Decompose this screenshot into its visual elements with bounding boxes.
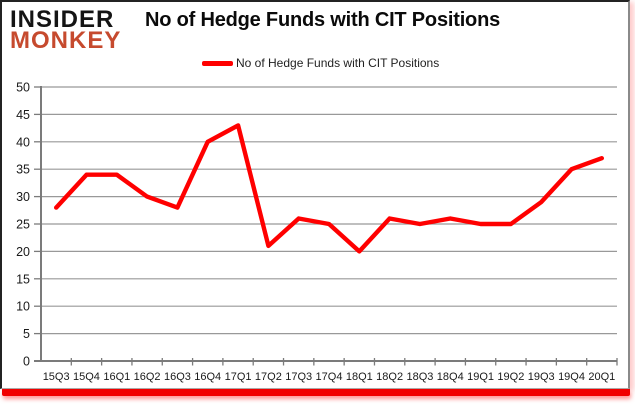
data-series-line <box>54 123 604 254</box>
svg-text:16Q2: 16Q2 <box>134 371 161 383</box>
svg-text:35: 35 <box>16 163 30 177</box>
svg-text:18Q1: 18Q1 <box>346 371 373 383</box>
gridlines <box>41 86 617 335</box>
svg-text:15Q3: 15Q3 <box>43 371 70 383</box>
y-axis-labels: 0 5 10 15 20 25 30 35 40 45 50 <box>16 81 30 369</box>
svg-text:20Q1: 20Q1 <box>588 371 615 383</box>
svg-text:18Q4: 18Q4 <box>437 371 464 383</box>
axis-ticks <box>34 86 618 366</box>
svg-text:15: 15 <box>16 272 30 286</box>
legend-line-swatch <box>202 60 233 66</box>
legend: No of Hedge Funds with CIT Positions <box>202 55 439 71</box>
svg-text:45: 45 <box>16 108 30 122</box>
insider-monkey-logo: INSIDER MONKEY <box>10 6 122 54</box>
chart-card <box>0 0 630 389</box>
svg-text:40: 40 <box>16 135 30 149</box>
svg-text:25: 25 <box>16 218 30 232</box>
svg-text:30: 30 <box>16 190 30 204</box>
svg-text:17Q1: 17Q1 <box>225 371 252 383</box>
svg-text:0: 0 <box>23 355 30 369</box>
svg-text:18Q3: 18Q3 <box>406 371 433 383</box>
svg-text:19Q4: 19Q4 <box>558 371 585 383</box>
svg-text:20: 20 <box>16 245 30 259</box>
bottom-red-bar <box>2 389 630 396</box>
svg-text:10: 10 <box>16 300 30 314</box>
svg-text:5: 5 <box>23 327 30 341</box>
svg-text:16Q3: 16Q3 <box>164 371 191 383</box>
svg-text:19Q3: 19Q3 <box>528 371 555 383</box>
logo-line1: INSIDER <box>10 6 115 33</box>
svg-text:19Q2: 19Q2 <box>497 371 524 383</box>
svg-text:18Q2: 18Q2 <box>376 371 403 383</box>
svg-text:16Q4: 16Q4 <box>194 371 221 383</box>
svg-text:15Q4: 15Q4 <box>73 371 100 383</box>
svg-text:16Q1: 16Q1 <box>103 371 130 383</box>
svg-text:17Q3: 17Q3 <box>285 371 312 383</box>
chart-title: No of Hedge Funds with CIT Positions <box>145 9 501 31</box>
svg-text:17Q4: 17Q4 <box>316 371 343 383</box>
svg-text:19Q1: 19Q1 <box>467 371 494 383</box>
svg-text:17Q2: 17Q2 <box>255 371 282 383</box>
logo-line2: MONKEY <box>10 27 122 54</box>
svg-text:50: 50 <box>16 81 30 95</box>
legend-label: No of Hedge Funds with CIT Positions <box>236 56 440 70</box>
x-axis-labels: 15Q3 15Q4 16Q1 16Q2 16Q3 16Q4 17Q1 17Q2 17Q3 17Q4… <box>43 371 616 383</box>
